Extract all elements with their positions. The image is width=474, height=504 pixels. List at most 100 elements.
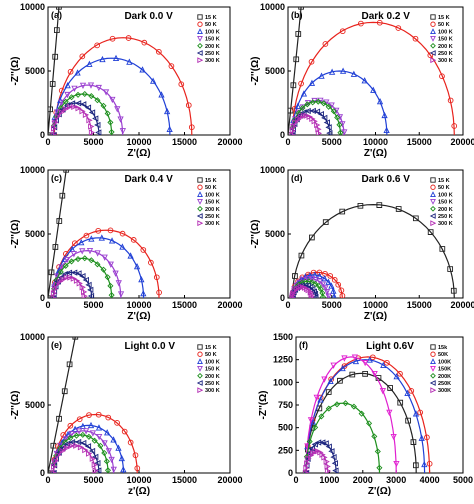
data-point xyxy=(79,82,87,90)
data-point xyxy=(426,460,433,467)
legend-marker xyxy=(197,220,204,227)
panel-e: 0 5000 10000 15000 200000500010000z'(Ω)-Z''(… xyxy=(10,332,243,497)
data-point xyxy=(325,293,332,298)
data-point xyxy=(418,434,425,441)
data-point xyxy=(298,252,305,259)
data-point xyxy=(89,455,97,462)
data-point xyxy=(114,420,120,426)
data-point xyxy=(376,97,384,105)
data-point xyxy=(369,354,376,361)
x-tick-label: 1000 xyxy=(319,475,339,485)
data-point xyxy=(76,416,83,423)
panel-label: (e) xyxy=(51,340,62,350)
data-point xyxy=(188,124,195,131)
data-point xyxy=(115,444,122,451)
data-point xyxy=(81,255,88,262)
panel-label: (c) xyxy=(51,173,62,183)
y-tick-label: 500 xyxy=(278,423,293,433)
data-point xyxy=(318,413,325,420)
y-tick-label: 1500 xyxy=(273,332,293,342)
data-point xyxy=(308,445,315,452)
data-point xyxy=(94,261,101,268)
data-point xyxy=(85,450,93,457)
data-point xyxy=(87,82,95,89)
y-axis-label: -Z''(Ω) xyxy=(250,220,261,249)
data-point xyxy=(358,410,365,417)
data-point xyxy=(81,288,88,295)
data-point xyxy=(50,294,57,298)
data-point xyxy=(121,428,128,435)
data-point xyxy=(109,35,116,42)
fit-line-150K xyxy=(305,356,397,473)
data-point xyxy=(308,58,315,65)
data-point xyxy=(96,434,103,441)
data-point xyxy=(303,469,310,473)
panel-d: 0 5000 10000 15000 200000500010000Z'(Ω)-Z''(… xyxy=(250,165,474,322)
data-point xyxy=(317,396,324,403)
data-point xyxy=(66,361,73,368)
x-tick-label: 15000 xyxy=(407,137,432,147)
data-point xyxy=(100,102,107,109)
data-point xyxy=(104,429,111,436)
data-point xyxy=(309,285,316,293)
data-point xyxy=(92,467,99,473)
data-point xyxy=(51,463,58,470)
data-point xyxy=(313,108,321,115)
data-point xyxy=(56,415,62,422)
data-point xyxy=(412,35,419,42)
data-point xyxy=(57,278,64,285)
legend-marker xyxy=(197,177,203,183)
legend-entry: 250 K xyxy=(438,214,453,220)
data-point xyxy=(376,202,383,208)
legend-entry: 200 K xyxy=(438,44,453,50)
data-point xyxy=(54,113,62,120)
data-point xyxy=(82,111,90,119)
data-point xyxy=(295,31,302,37)
data-point xyxy=(79,53,86,60)
data-point xyxy=(67,434,74,441)
data-point xyxy=(59,444,66,452)
y-tick-label: 750 xyxy=(278,400,293,410)
data-point xyxy=(156,289,162,296)
data-point xyxy=(386,409,393,416)
data-point xyxy=(81,90,88,98)
legend-marker xyxy=(430,191,436,198)
data-point xyxy=(312,293,319,298)
data-point xyxy=(88,129,96,135)
data-point xyxy=(447,266,454,272)
data-point xyxy=(412,410,420,417)
data-point xyxy=(133,262,141,270)
data-point xyxy=(410,439,417,445)
data-point xyxy=(72,240,78,247)
data-point xyxy=(114,106,121,113)
data-point xyxy=(312,277,320,284)
data-point xyxy=(288,107,294,114)
data-point xyxy=(350,403,357,410)
data-point xyxy=(424,434,430,441)
data-point xyxy=(138,276,145,283)
data-point xyxy=(63,257,71,264)
data-point xyxy=(349,371,356,378)
data-point xyxy=(94,42,100,49)
data-point xyxy=(58,99,65,106)
data-point xyxy=(110,466,117,473)
y-tick-label: 10000 xyxy=(260,165,285,175)
y-axis-label: -Z''(Ω) xyxy=(10,57,21,86)
data-point xyxy=(66,103,74,111)
x-tick-label: 20000 xyxy=(217,475,242,485)
legend-marker xyxy=(429,380,436,386)
data-point xyxy=(288,132,291,135)
data-point xyxy=(112,54,120,62)
data-point xyxy=(304,460,311,467)
data-point xyxy=(290,123,297,130)
data-point xyxy=(61,439,68,446)
legend-marker xyxy=(197,387,204,394)
data-point xyxy=(376,464,383,471)
data-point xyxy=(319,451,326,458)
data-point xyxy=(327,273,334,279)
data-point xyxy=(59,192,66,199)
data-point xyxy=(88,93,95,100)
fit-line-100K xyxy=(291,70,388,135)
y-tick-label: 5000 xyxy=(265,229,285,239)
